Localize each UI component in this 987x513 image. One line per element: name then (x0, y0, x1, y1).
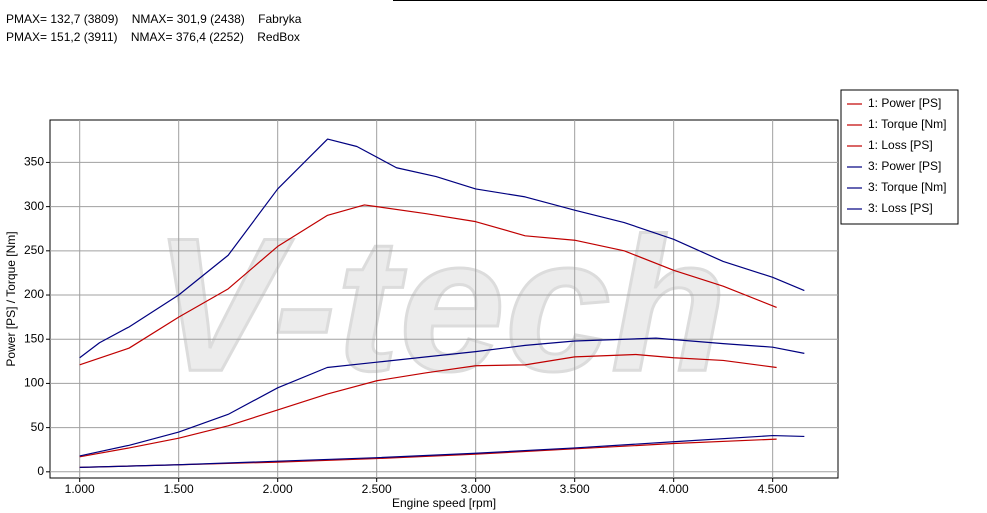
x-tick-label: 1.000 (65, 482, 95, 496)
y-tick-label: 200 (24, 287, 44, 301)
x-tick-label: 1.500 (164, 482, 194, 496)
y-axis-label: Power [PS] / Torque [Nm] (4, 231, 18, 366)
legend-label: 1: Torque [Nm] (868, 117, 946, 131)
series-line (79, 204, 777, 366)
header-line: PMAX= 151,2 (3911) NMAX= 376,4 (2252) Re… (6, 30, 300, 44)
y-tick-label: 50 (31, 420, 45, 434)
watermark: V-tech (153, 199, 727, 411)
series-line (79, 138, 805, 359)
legend-label: 3: Torque [Nm] (868, 180, 946, 194)
legend-label: 3: Power [PS] (868, 159, 941, 173)
series-line (79, 337, 805, 457)
x-tick-label: 2.500 (362, 482, 392, 496)
x-tick-label: 2.000 (263, 482, 293, 496)
legend-label: 3: Loss [PS] (868, 201, 933, 215)
legend-label: 1: Power [PS] (868, 96, 941, 110)
y-tick-label: 100 (24, 376, 44, 390)
y-tick-label: 250 (24, 243, 44, 257)
x-tick-label: 4.000 (659, 482, 689, 496)
y-tick-label: 350 (24, 155, 44, 169)
y-tick-label: 150 (24, 331, 44, 345)
x-tick-label: 3.500 (560, 482, 590, 496)
y-tick-label: 300 (24, 199, 44, 213)
x-tick-label: 3.000 (461, 482, 491, 496)
header-line: PMAX= 132,7 (3809) NMAX= 301,9 (2438) Fa… (6, 12, 302, 26)
legend (840, 89, 959, 225)
series-line (79, 434, 805, 468)
series-line (79, 353, 777, 458)
x-axis-label: Engine speed [rpm] (392, 496, 496, 510)
y-tick-label: 0 (37, 464, 44, 478)
x-tick-label: 4.500 (758, 482, 788, 496)
legend-label: 1: Loss [PS] (868, 138, 933, 152)
